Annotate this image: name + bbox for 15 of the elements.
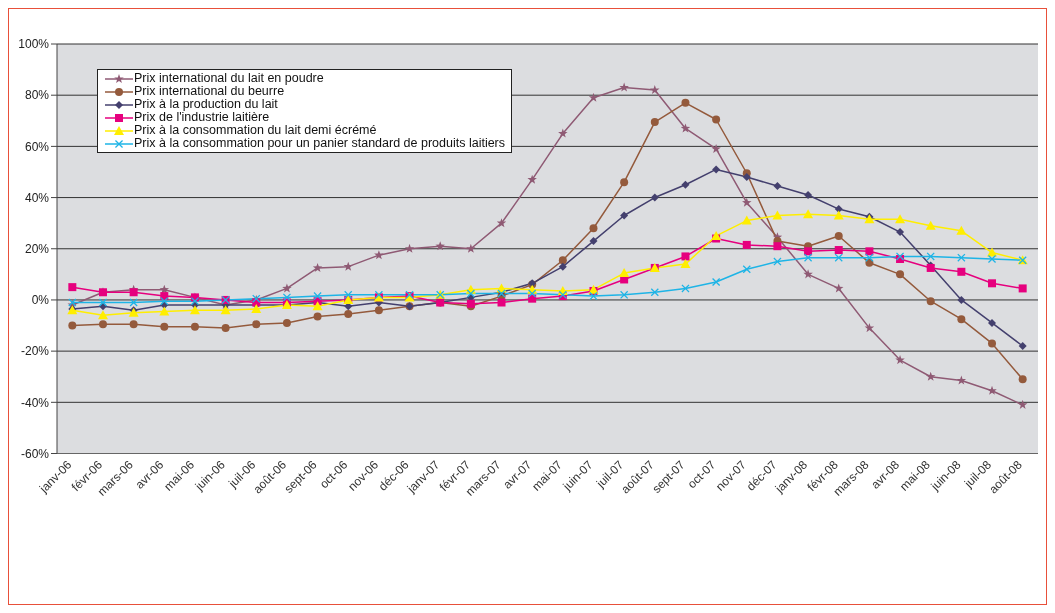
legend-label: Prix à la consommation pour un panier standard de produits laitiers: [134, 136, 506, 150]
y-tick-label: -60%: [20, 446, 50, 461]
y-tick-label: 20%: [24, 242, 50, 257]
y-tick-label: 0%: [31, 293, 50, 308]
y-tick-label: 60%: [24, 139, 50, 154]
y-tick-label: 80%: [24, 88, 50, 103]
legend-label: Prix à la production du lait: [134, 97, 278, 111]
legend-label: Prix de l'industrie laitière: [134, 110, 270, 124]
y-tick-label: 100%: [18, 37, 50, 52]
legend-label: Prix international du lait en poudre: [134, 71, 324, 85]
y-tick-label: 40%: [24, 190, 50, 205]
y-tick-label: -20%: [20, 344, 50, 359]
legend-label: Prix international du beurre: [134, 84, 285, 98]
y-tick-label: -40%: [20, 395, 50, 410]
legend-label: Prix à la consommation du lait demi écrémé: [134, 123, 377, 137]
